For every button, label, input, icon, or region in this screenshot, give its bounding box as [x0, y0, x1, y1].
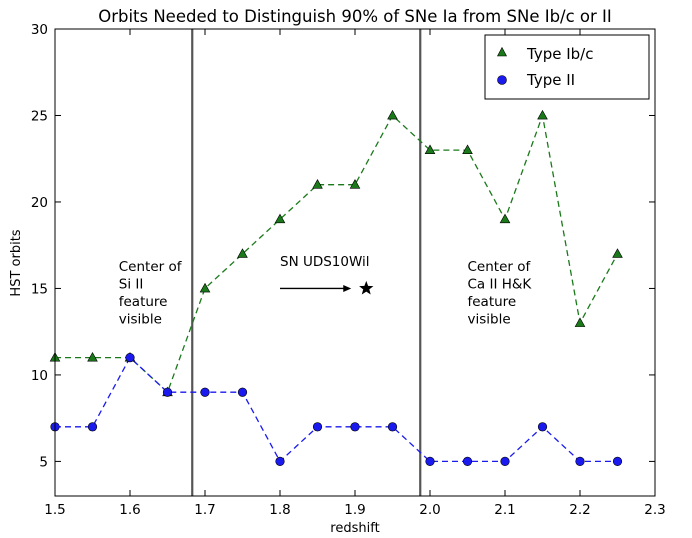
annotation-2: Center of Ca II H&K feature visible [468, 259, 533, 328]
annotation-1: SN UDS10Wil [280, 254, 370, 270]
y-tick-label: 25 [31, 108, 48, 124]
plot-frame [54, 28, 656, 497]
y-tick-label: 15 [31, 281, 48, 297]
series-0-point [237, 248, 248, 258]
series-0-point [349, 179, 361, 189]
annotation-line: feature [119, 294, 168, 310]
series-1-point [162, 387, 173, 397]
series-1-point [87, 422, 98, 432]
x-tick-label: 1.9 [344, 502, 365, 518]
annotation-line: Si II [119, 277, 144, 293]
series-0-point [612, 248, 623, 258]
x-tick-label: 1.6 [119, 502, 140, 518]
legend-label-type-ii: Type II [526, 71, 575, 89]
legend-box [484, 34, 650, 100]
series-1-point [537, 422, 548, 432]
series-0-point [387, 109, 398, 120]
x-tick-label: 1.8 [269, 502, 290, 518]
annotation-line: Ca II H&K [468, 277, 533, 293]
series-0-point [87, 352, 98, 362]
x-tick-label: 2.2 [569, 502, 590, 518]
annotation-line: Center of [119, 259, 183, 275]
annotation-line: Center of [468, 259, 532, 275]
series-0-point [199, 282, 211, 293]
y-axis-label: HST orbits [9, 229, 24, 296]
annotation-line: feature [468, 294, 517, 310]
y-tick-label: 10 [31, 368, 48, 384]
series-0-point [537, 109, 548, 120]
chart-title: Orbits Needed to Distinguish 90% of SNe … [98, 7, 612, 26]
series-1-point [312, 422, 323, 432]
legend-label-type-ibc: Type Ib/c [526, 45, 593, 63]
series-line-1 [55, 356, 618, 463]
x-tick-label: 2.1 [494, 502, 515, 518]
x-tick-label: 1.5 [44, 502, 65, 518]
ticks: 1.5 1.6 1.7 1.8 1.9 2.0 2.1 2.2 2.3 5 10 15 20 25 30 [31, 22, 666, 518]
legend-marker-type-ii [497, 75, 507, 85]
annotation-0: Center of Si II feature visible [119, 259, 183, 328]
series-1-point [575, 456, 585, 467]
series-0-point [312, 179, 323, 189]
x-axis-label: redshift [330, 521, 379, 536]
series-0-point [462, 144, 473, 154]
series-1-point [237, 387, 248, 397]
series-1-point [425, 456, 435, 467]
series-1-point [350, 422, 360, 432]
series-1-point [200, 387, 210, 397]
vertical-lines [191, 29, 422, 496]
series-1-point [275, 456, 285, 467]
series-0-point [424, 144, 436, 154]
series-0-point [499, 213, 511, 224]
y-tick-label: 30 [31, 22, 48, 38]
series-1-point [612, 456, 623, 467]
x-tick-label: 2.0 [419, 502, 440, 518]
y-tick-label: 20 [31, 195, 48, 211]
series-1-point [500, 456, 510, 467]
star-icon [359, 280, 374, 295]
x-tick-label: 1.7 [194, 502, 215, 518]
annotation-line: visible [468, 312, 511, 328]
legend: Type Ib/c Type II [484, 34, 650, 100]
x-tick-label: 2.3 [644, 502, 665, 518]
y-tick-label: 5 [39, 454, 48, 470]
series-lines [55, 113, 619, 463]
series-0-point [274, 213, 286, 224]
annotation-line: SN UDS10Wil [280, 254, 370, 270]
legend-marker-type-ibc [497, 46, 507, 57]
arrow-head [343, 284, 352, 292]
series-0-point [574, 317, 586, 327]
series-markers [49, 109, 623, 467]
series-1-point [387, 422, 398, 432]
annotation-line: visible [119, 312, 162, 328]
series-1-point [462, 456, 473, 467]
series-1-point [125, 353, 135, 363]
